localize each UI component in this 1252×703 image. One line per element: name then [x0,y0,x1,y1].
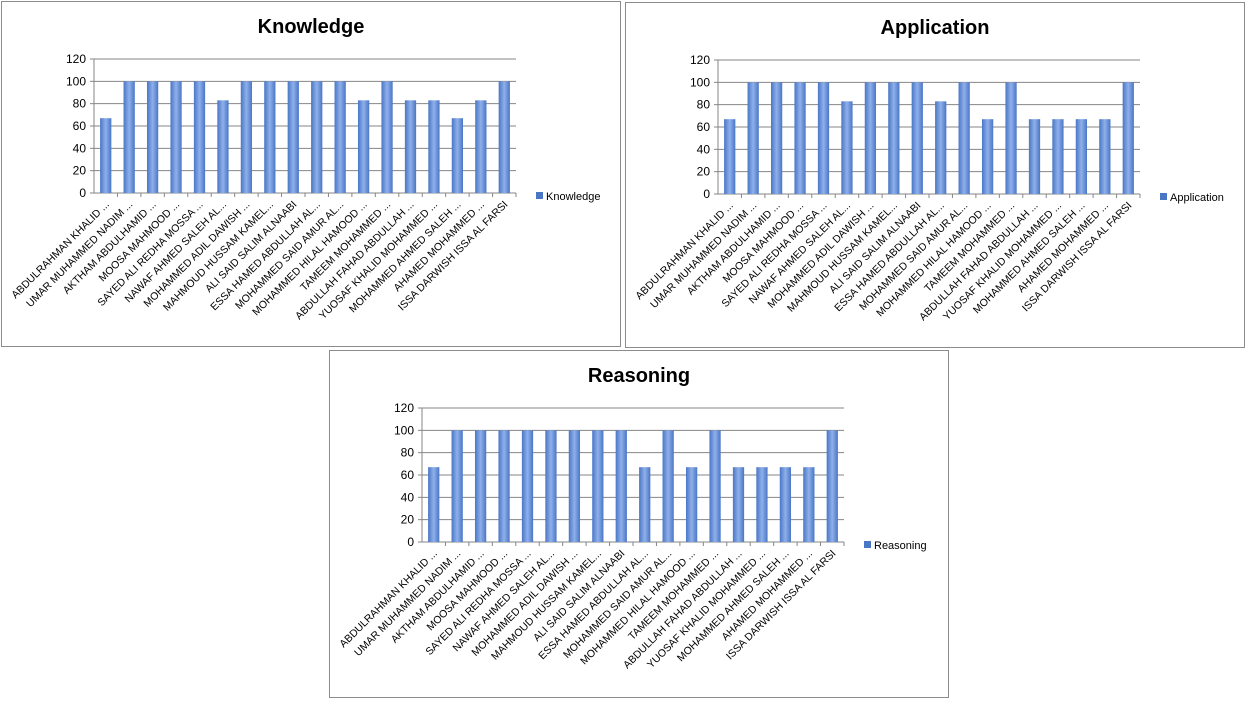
bar [779,467,792,542]
legend-swatch [1160,193,1167,200]
bar [475,100,487,193]
y-tick-label: 100 [690,75,710,89]
bar [826,430,838,542]
y-tick-label: 120 [66,52,86,66]
chart-title: Reasoning [587,365,691,387]
bar [170,81,182,193]
y-tick-label: 40 [697,142,711,156]
bar [615,430,627,542]
bar [498,81,510,193]
y-tick-label: 60 [73,119,87,133]
bar [311,81,323,193]
legend-label: Knowledge [546,191,600,203]
bar [146,81,159,193]
bar [685,467,698,542]
bar [428,467,440,542]
y-tick-label: 20 [73,164,87,178]
bar [935,101,947,194]
bar [1028,119,1041,194]
bar [841,101,853,194]
bar [794,82,806,194]
y-tick-label: 80 [401,446,415,460]
bar [639,467,651,542]
bar [428,100,440,193]
bar [592,430,604,542]
bar [888,82,900,194]
bar [240,81,253,193]
bar [803,467,815,542]
bar [1075,119,1088,194]
x-tick-label: ABDULRAHMAN KHALID ... [633,200,736,303]
knowledge-chart: Knowledge 0 20 40 60 80 100 120 ABDULRAHMAN KHA… [1,1,621,347]
y-tick-label: 100 [66,74,86,88]
bar [981,119,994,194]
bar [123,81,135,193]
bar [381,81,393,193]
application-chart: Application 0 20 40 60 80 100 120 ABDULRAHMAN K… [625,2,1245,348]
bar [193,81,206,193]
bar [498,430,510,542]
bar [357,100,370,193]
bar [264,81,276,193]
reasoning-chart: Reasoning 0 20 40 60 80 100 120 ABDULRAHMAN KHA… [329,350,949,698]
x-tick-label: ABDULRAHMAN KHALID ... [9,199,112,302]
bar [100,118,112,193]
chart-title: Application [880,17,990,39]
bar [770,82,783,194]
bar [521,430,534,542]
y-tick-label: 60 [697,120,711,134]
y-tick-label: 20 [697,165,711,179]
bar [1052,119,1064,194]
x-tick-label: ABDULRAHMAN KHALID ... [337,548,440,651]
bar [451,118,464,193]
bar [911,82,923,194]
y-tick-label: 0 [703,187,710,201]
bar [287,81,299,193]
bar [756,467,768,542]
bar [334,81,346,193]
bar [568,430,581,542]
bar [1099,119,1111,194]
y-tick-label: 120 [690,53,710,67]
bar [474,430,487,542]
y-tick-label: 0 [407,535,414,549]
legend-label: Reasoning [874,540,927,552]
y-tick-label: 100 [394,423,414,437]
y-tick-label: 80 [697,98,711,112]
y-tick-label: 60 [401,468,415,482]
bar [662,430,674,542]
bar [404,100,417,193]
bar [817,82,830,194]
y-tick-label: 20 [401,513,415,527]
bar [1122,82,1134,194]
bar [724,119,736,194]
y-tick-label: 120 [394,401,414,415]
y-tick-label: 40 [401,490,415,504]
y-tick-label: 0 [79,186,86,200]
bar [732,467,745,542]
bar [217,100,229,193]
bar [545,430,557,542]
y-tick-label: 80 [73,97,87,111]
chart-title: Knowledge [257,16,365,38]
y-tick-label: 40 [73,141,87,155]
legend-label: Application [1170,192,1224,204]
bar [864,82,877,194]
bar [747,82,759,194]
bar [451,430,463,542]
legend-swatch [864,541,871,548]
bar [709,430,721,542]
bar [958,82,970,194]
bar [1005,82,1017,194]
legend-swatch [536,192,543,199]
